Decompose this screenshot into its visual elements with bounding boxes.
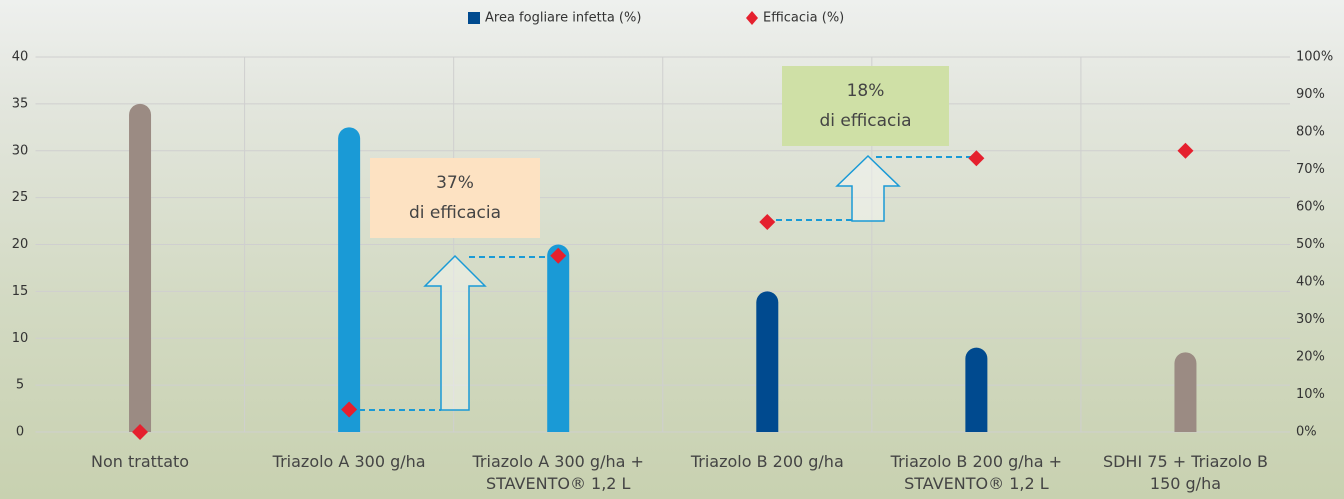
legend-label: Efficacia (%) <box>763 11 844 26</box>
x-tick-label: Triazolo B 200 g/ha + STAVENTO® 1,2 L <box>876 451 1076 495</box>
bar <box>547 245 569 432</box>
y2-tick-label: 100% <box>1296 50 1333 65</box>
grid <box>36 57 1291 432</box>
annotation-text: di efficacia <box>409 203 501 223</box>
y-tick-label: 10 <box>12 331 29 346</box>
bar <box>756 291 778 432</box>
x-tick-label: Triazolo A 300 g/ha <box>249 451 449 473</box>
y-tick-label: 15 <box>12 284 29 299</box>
y2-tick-label: 10% <box>1296 387 1325 402</box>
chart: 0 5 10 15 20 25 30 35 40 0% 10% 20% 30% 40% 50% 60% 70% 8… <box>0 0 1344 499</box>
bar <box>338 127 360 432</box>
y2-tick-label: 30% <box>1296 312 1325 327</box>
annotation-text: di efficacia <box>819 111 911 131</box>
y-tick-label: 0 <box>16 425 24 440</box>
point <box>968 150 984 166</box>
point <box>1177 143 1193 159</box>
arrow <box>837 156 899 221</box>
arrow <box>425 256 485 410</box>
y-tick-label: 40 <box>12 50 29 65</box>
annotation-text: 18% <box>847 81 885 101</box>
x-tick-label: SDHI 75 + Triazolo B 150 g/ha <box>1085 451 1285 495</box>
y2-tick-label: 70% <box>1296 162 1325 177</box>
annotation-box <box>370 158 540 238</box>
y2-tick-label: 80% <box>1296 125 1325 140</box>
annotation-text: 37% <box>436 173 474 193</box>
chart-svg: 0 5 10 15 20 25 30 35 40 0% 10% 20% 30% 40% 50% 60% 70% 8… <box>0 0 1344 499</box>
y-tick-label: 25 <box>12 190 29 205</box>
point <box>759 214 775 230</box>
y2-tick-label: 40% <box>1296 275 1325 290</box>
x-tick-label: Triazolo A 300 g/ha + STAVENTO® 1,2 L <box>458 451 658 495</box>
y-tick-label: 35 <box>12 96 29 111</box>
y2-tick-label: 0% <box>1296 425 1317 440</box>
x-tick-label: Triazolo B 200 g/ha <box>667 451 867 473</box>
y2-tick-label: 50% <box>1296 237 1325 252</box>
bar <box>965 348 987 432</box>
bar <box>1174 352 1196 432</box>
legend-marker <box>468 12 480 24</box>
y2-tick-label: 20% <box>1296 350 1325 365</box>
legend-marker <box>746 11 758 25</box>
y-tick-label: 30 <box>12 143 29 158</box>
y-tick-label: 5 <box>16 378 24 393</box>
y2-tick-label: 60% <box>1296 200 1325 215</box>
y2-tick-label: 90% <box>1296 87 1325 102</box>
annotation-box <box>782 66 949 146</box>
y-tick-label: 20 <box>12 237 29 252</box>
legend-label: Area fogliare infetta (%) <box>485 11 641 26</box>
bar <box>129 104 151 432</box>
x-tick-label: Non trattato <box>40 451 240 473</box>
